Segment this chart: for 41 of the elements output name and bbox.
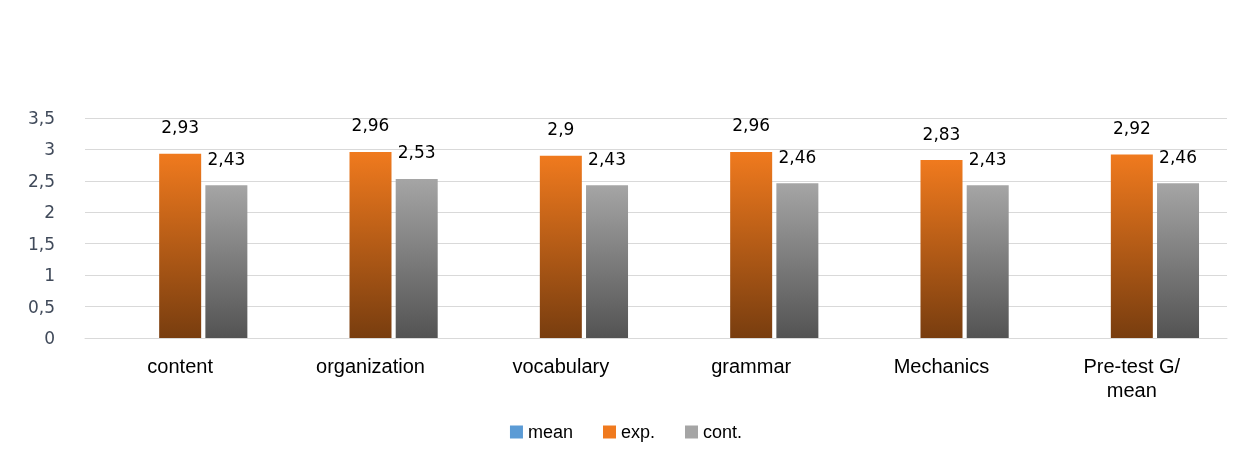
- bar: [349, 151, 392, 338]
- data-label: 2,96: [732, 115, 771, 136]
- y-tick-label: 0,5: [27, 296, 55, 317]
- legend-label: exp.: [620, 422, 656, 442]
- bar: [1110, 154, 1153, 338]
- y-tick-label: 0: [44, 328, 55, 348]
- data-label: 2,83: [922, 123, 961, 144]
- y-tick-label: 1: [44, 265, 55, 286]
- y-tick-label: 2: [44, 202, 55, 223]
- data-label: 2,46: [778, 146, 817, 167]
- bar: [159, 153, 202, 338]
- y-tick-label: 1,5: [27, 233, 55, 254]
- bar: [920, 160, 963, 338]
- data-label: 2,93: [161, 117, 200, 138]
- legend-label: cont.: [703, 422, 743, 442]
- data-label: 2,9: [547, 119, 575, 140]
- y-tick-label: 3: [44, 139, 55, 160]
- data-label: 2,43: [968, 148, 1007, 169]
- data-label: 2,92: [1112, 117, 1151, 138]
- x-tick-label: content: [147, 355, 214, 377]
- data-label: 2,46: [1159, 146, 1197, 167]
- x-tick-label: Mechanics: [893, 355, 990, 377]
- legend-label: mean: [527, 422, 573, 442]
- y-tick-label: 2,5: [27, 170, 55, 191]
- data-label: 2,53: [397, 142, 436, 163]
- bar: [586, 185, 629, 338]
- x-tick-label: grammar: [711, 355, 792, 377]
- data-label: 2,96: [351, 115, 390, 136]
- y-tick-label: 3,5: [27, 108, 55, 128]
- data-label: 2,43: [588, 148, 626, 169]
- x-tick-label: organization: [316, 355, 425, 377]
- x-tick-label: Pre-test G/ mean: [1083, 355, 1181, 401]
- x-tick-label: vocabulary: [512, 355, 610, 377]
- bar: [966, 185, 1009, 338]
- bar: [395, 178, 438, 338]
- bar: [205, 185, 248, 338]
- bar: [539, 155, 582, 338]
- bar: [1157, 183, 1200, 338]
- bar: [730, 151, 773, 338]
- data-label: 2,43: [207, 148, 246, 169]
- bar: [776, 183, 819, 338]
